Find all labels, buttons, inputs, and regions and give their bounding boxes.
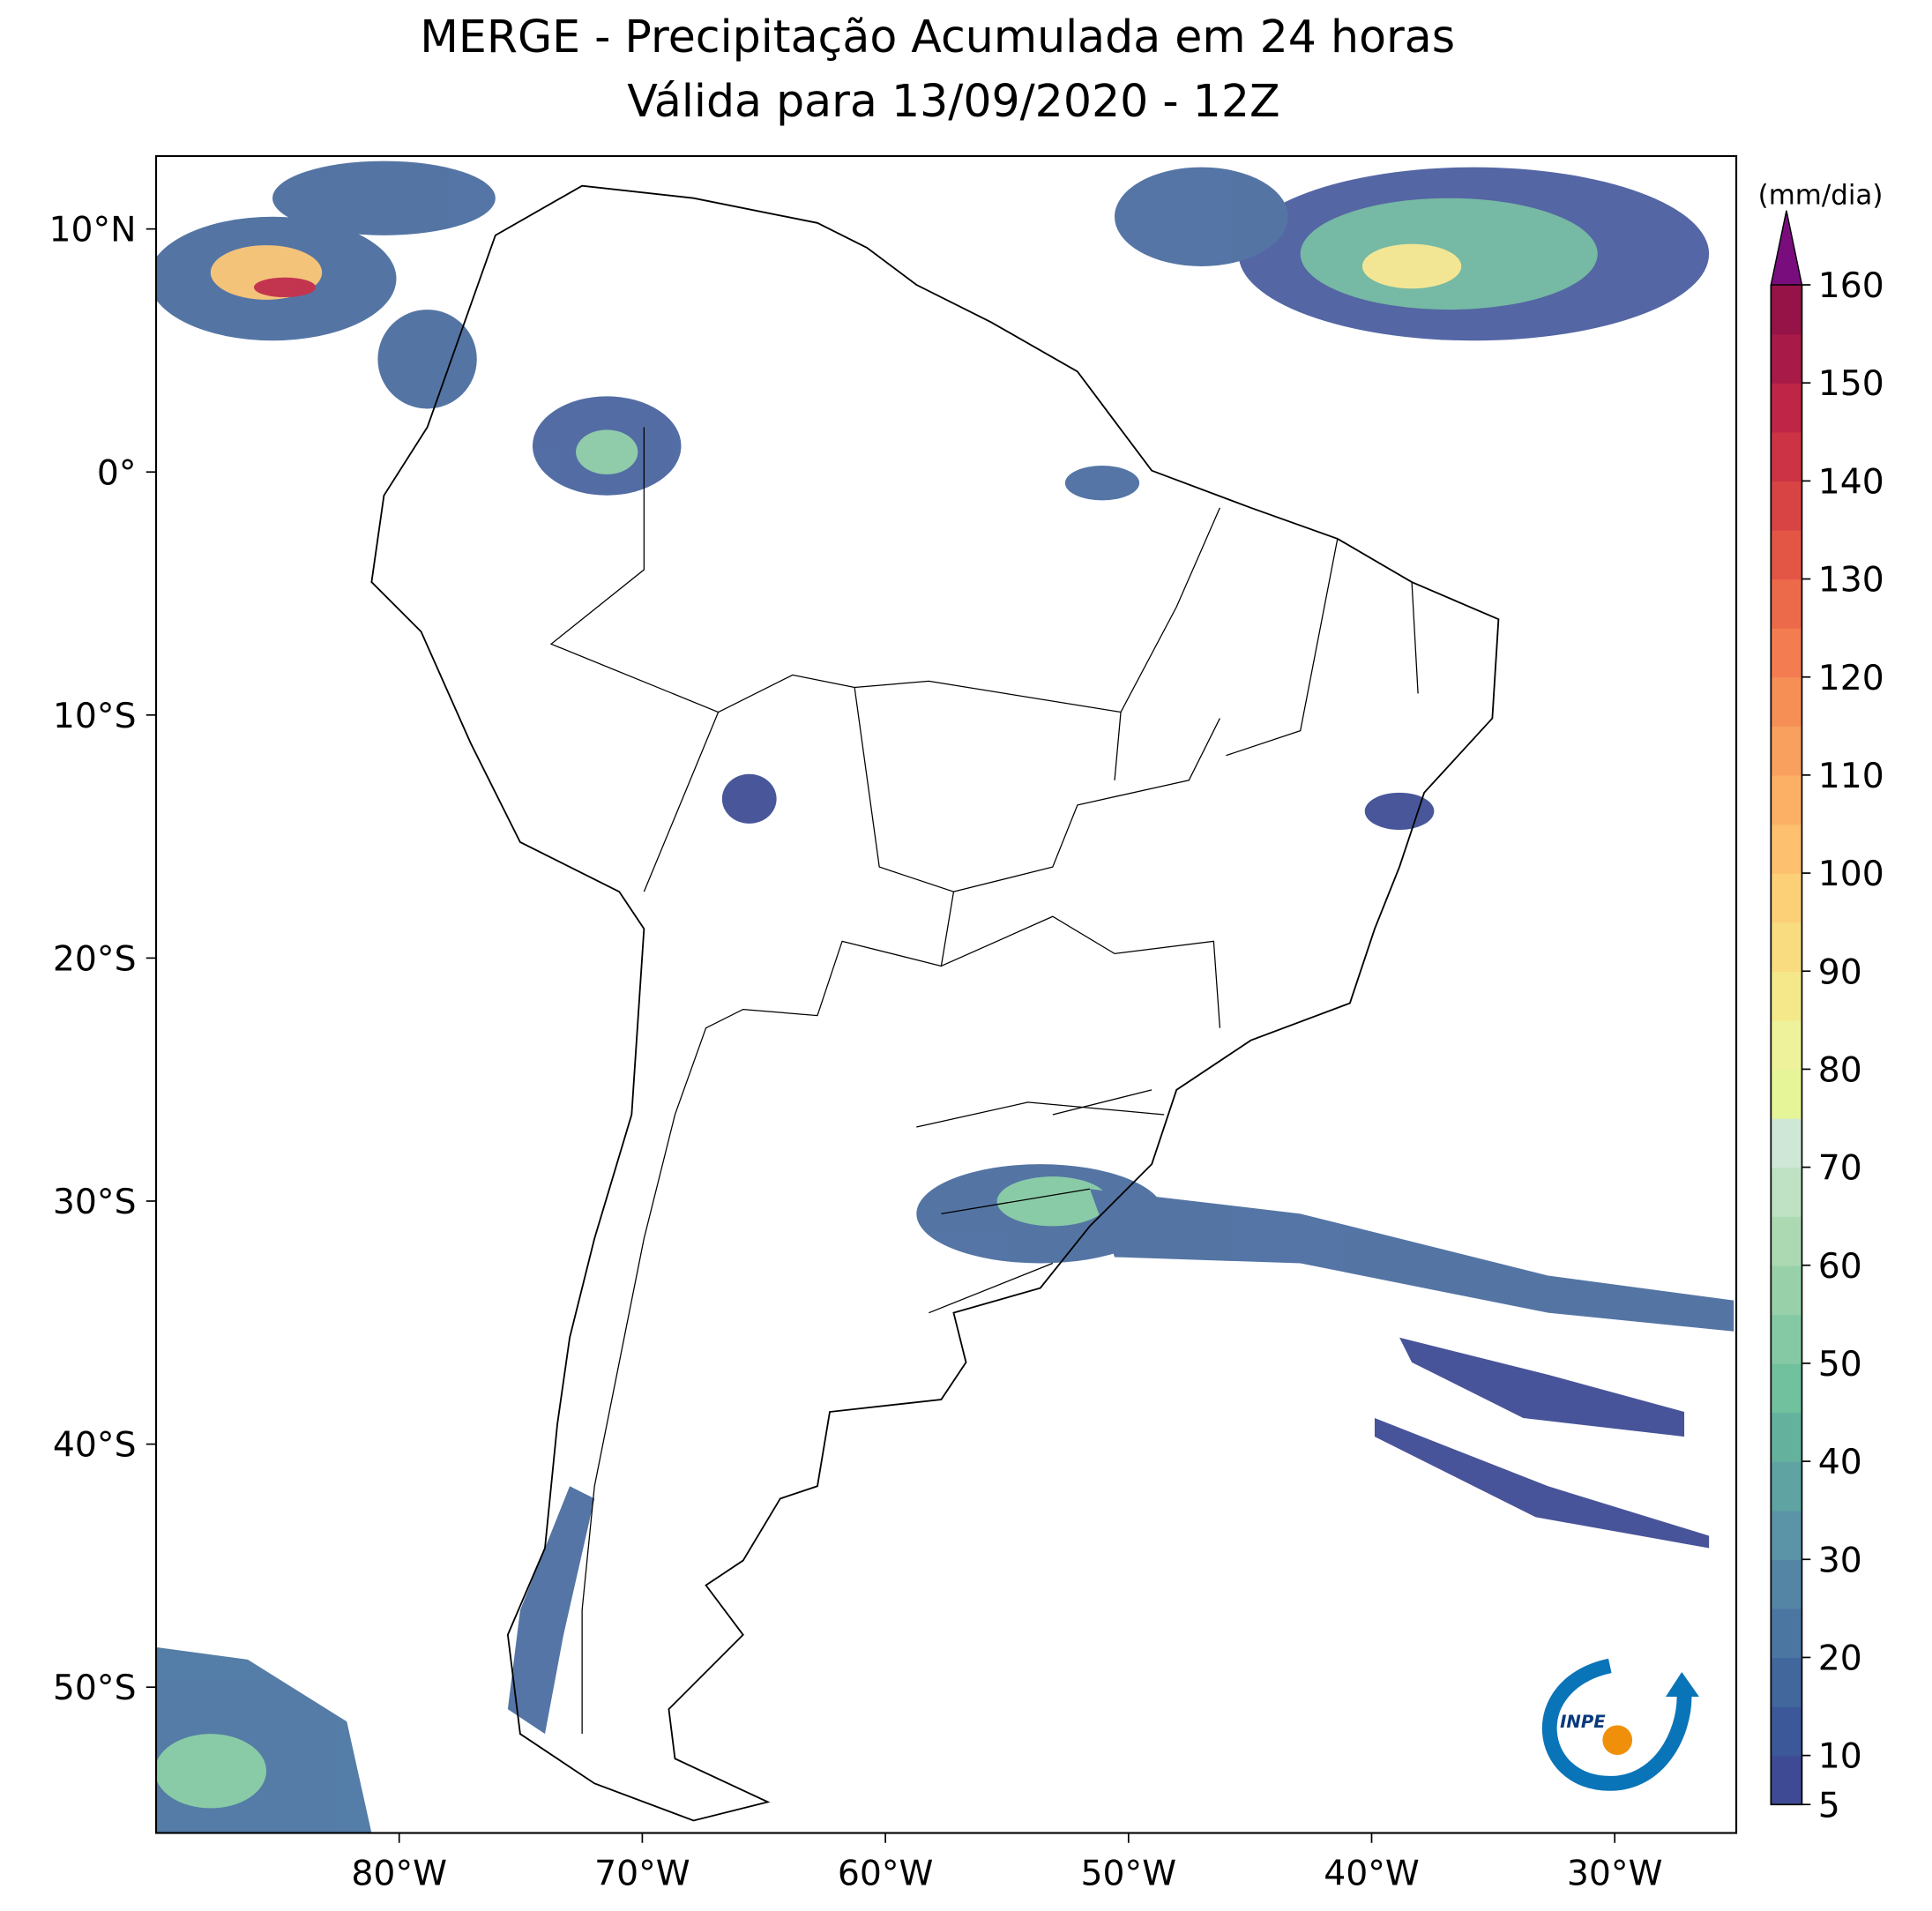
y-tick-label: 40°S — [53, 1426, 137, 1466]
title: MERGE - Precipitação Acumulada em 24 hor… — [420, 11, 1455, 63]
map-area — [156, 160, 1734, 1833]
colorbar-segment — [1771, 1117, 1802, 1168]
colorbar-segment — [1771, 481, 1802, 531]
colorbar-tick-label: 20 — [1818, 1639, 1862, 1679]
colorbar-segment — [1771, 1265, 1802, 1316]
y-tick-label: 30°S — [53, 1183, 137, 1222]
colorbar-segment — [1771, 971, 1802, 1021]
colorbar-tick-label: 60 — [1818, 1247, 1862, 1287]
colorbar-segment — [1771, 628, 1802, 678]
colorbar-segment — [1771, 676, 1802, 728]
y-tick-label: 20°S — [53, 939, 137, 979]
colorbar-segment — [1771, 1559, 1802, 1609]
logo-text: INPE — [1560, 1712, 1606, 1732]
x-tick-label: 40°W — [1324, 1855, 1420, 1894]
colorbar-segment — [1771, 579, 1802, 629]
x-tick-label: 80°W — [351, 1855, 447, 1894]
colorbar-tick-label: 80 — [1818, 1050, 1862, 1090]
colorbar-tick-label: 140 — [1818, 462, 1884, 502]
colorbar-tick-label: 130 — [1818, 561, 1884, 601]
colorbar-tick-label: 5 — [1818, 1786, 1840, 1825]
colorbar-tick-label: 10 — [1818, 1737, 1862, 1777]
colorbar-tick-label: 110 — [1818, 757, 1884, 796]
colorbar-segment — [1771, 431, 1802, 482]
coastline — [370, 184, 1500, 1822]
colorbar-segment — [1771, 1706, 1802, 1757]
colorbar-segment — [1771, 1608, 1802, 1659]
colorbar-segment — [1771, 922, 1802, 972]
colorbar-segment — [1771, 774, 1802, 825]
colorbar-segment — [1771, 1461, 1802, 1512]
colorbar-segment — [1771, 383, 1802, 433]
colorbar-segment — [1771, 1314, 1802, 1364]
colorbar-segment — [1771, 1412, 1802, 1462]
subtitle: Válida para 13/09/2020 - 12Z — [627, 75, 1279, 127]
colorbar-tick-label: 50 — [1818, 1345, 1862, 1385]
colorbar-segment — [1771, 333, 1802, 384]
colorbar-segment — [1771, 1069, 1802, 1119]
colorbar-frame — [1770, 285, 1803, 1806]
colorbar-segment — [1771, 873, 1802, 923]
colorbar-segment — [1771, 824, 1802, 874]
x-tick-label: 30°W — [1567, 1855, 1663, 1894]
colorbar-tick-label: 90 — [1818, 952, 1862, 992]
map-frame — [154, 154, 1738, 1834]
colorbar-segment — [1771, 1019, 1802, 1071]
y-tick-label: 10°S — [53, 697, 137, 736]
colorbar-tick-label: 160 — [1818, 266, 1884, 306]
x-tick-label: 70°W — [594, 1855, 690, 1894]
colorbar-segment — [1771, 1657, 1802, 1707]
borders — [549, 427, 1419, 1735]
inpe-logo: INPE — [1541, 1658, 1699, 1791]
colorbar-tick-label: 120 — [1818, 659, 1884, 698]
y-tick-label: 50°S — [53, 1668, 137, 1708]
y-tick-label: 10°N — [48, 211, 136, 250]
precipitation — [156, 160, 1734, 1833]
colorbar-segment — [1771, 1167, 1802, 1217]
colorbar-tick-label: 100 — [1818, 855, 1884, 894]
colorbar-extend — [1770, 210, 1803, 286]
colorbar-unit: (mm/dia) — [1758, 180, 1884, 212]
colorbar-segment — [1771, 1755, 1802, 1805]
colorbar-tick-label: 30 — [1818, 1541, 1862, 1580]
colorbar-segment — [1771, 529, 1802, 580]
colorbar-tick-label: 150 — [1818, 364, 1884, 404]
colorbar-segment — [1771, 1362, 1802, 1414]
colorbar-segment — [1771, 285, 1802, 335]
colorbar-segment — [1771, 1510, 1802, 1560]
colorbar-segment — [1771, 1216, 1802, 1266]
y-tick-label: 0° — [97, 453, 137, 493]
colorbar-tick-label: 40 — [1818, 1443, 1862, 1482]
colorbar-tick-label: 70 — [1818, 1149, 1862, 1189]
colorbar-segment — [1771, 726, 1802, 776]
x-tick-label: 60°W — [838, 1855, 934, 1894]
x-tick-label: 50°W — [1081, 1855, 1177, 1894]
